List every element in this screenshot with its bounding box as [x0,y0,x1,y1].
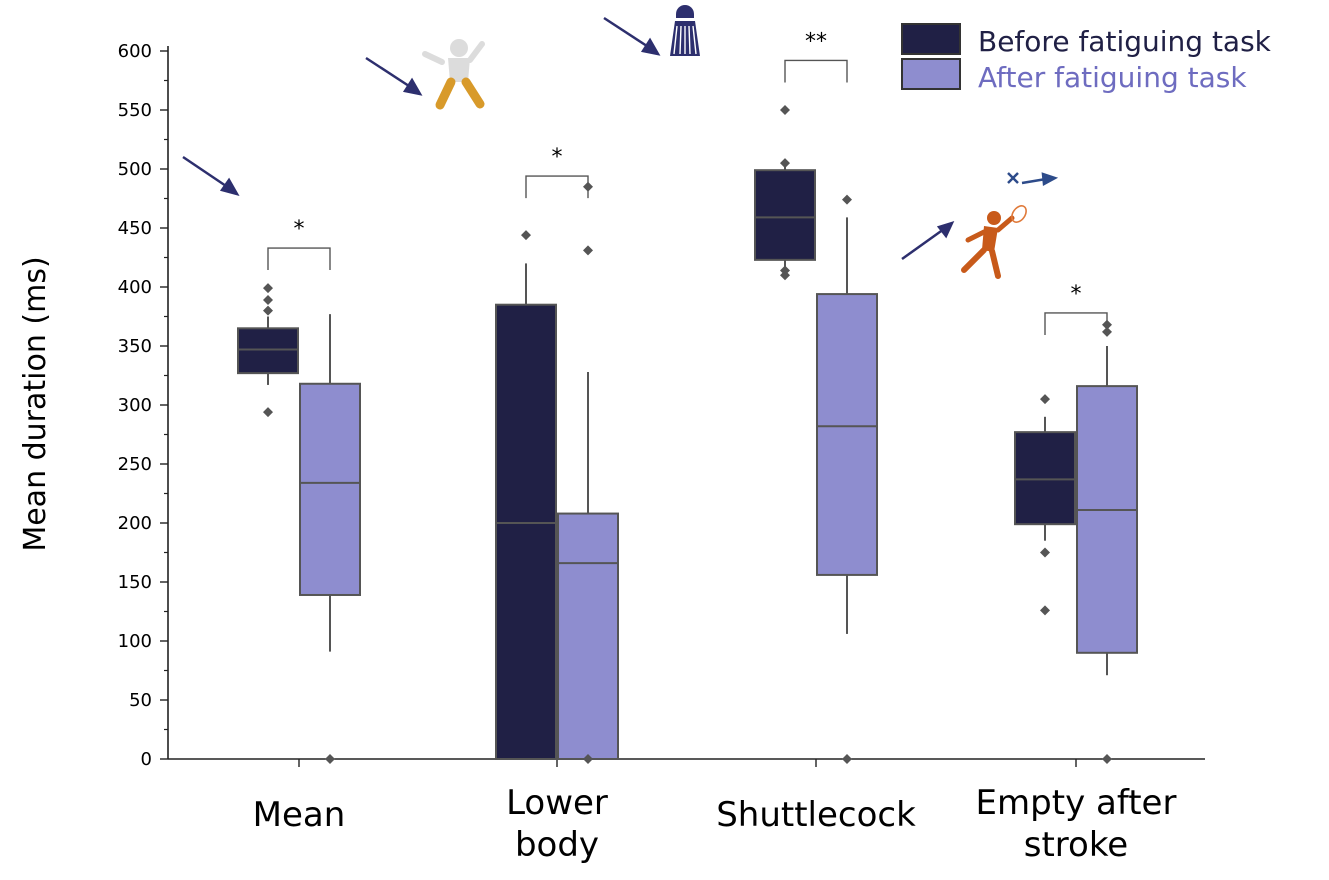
outlier-point [1040,394,1050,405]
category-label-empty-after-stroke: Empty after stroke [976,783,1177,865]
legend-label-after: After fatiguing task [978,61,1247,94]
significance-bracket [784,59,848,83]
move-arrow-icon [1007,172,1059,186]
significance-markers: ***** [267,29,1108,335]
box [754,169,816,261]
box-group [754,105,816,281]
box [1014,431,1076,526]
significance-label: * [294,217,305,242]
y-tick-label: 300 [118,395,152,416]
box [816,293,878,576]
box [299,382,361,596]
y-tick-label: 450 [118,218,152,239]
y-tick-label: 250 [118,454,152,475]
chart-axes: 0 50 100 150 200 250 300 350 400 450 500 550 600 [118,41,1205,770]
legend-swatch-after [901,58,961,90]
box-group [816,194,878,764]
y-tick-label: 150 [118,572,152,593]
category-label-shuttlecock: Shuttlecock [716,795,916,835]
significance-label: ** [805,29,827,54]
y-tick-label: 400 [118,277,152,298]
y-tick-label: 0 [141,749,152,770]
outlier-point [263,305,273,316]
outlier-point [325,754,335,764]
outlier-point [780,158,790,169]
outlier-point [521,230,531,241]
outlier-point [780,105,790,115]
box-group [237,283,299,418]
arrow-icon [365,56,423,96]
box [557,512,619,760]
significance-bracket [525,175,589,199]
outlier-point [1040,547,1050,558]
box-group [299,314,361,764]
y-tick-label: 100 [118,631,152,652]
category-label-lower-body: Lower body [506,783,608,865]
outlier-point [583,245,593,256]
outlier-point [842,194,852,205]
y-tick-label: 350 [118,336,152,357]
box-group [1076,319,1138,764]
arrow-icon [603,16,661,56]
significance-bracket [1044,312,1108,335]
box-group [557,181,619,764]
significance-label: * [1071,282,1082,307]
outlier-point [780,265,790,276]
outlier-point [1040,605,1050,616]
y-tick-label: 500 [118,159,152,180]
box-group [495,230,557,760]
legend-swatch-before [901,23,961,55]
box [495,303,557,760]
significance-label: * [552,145,563,170]
legend-label-before: Before fatiguing task [978,25,1272,58]
y-axis-title: Mean duration (ms) [18,256,53,551]
outlier-point [263,283,273,294]
outlier-point [263,407,273,418]
shuttlecock-icon [670,5,700,56]
outlier-point [1102,754,1112,764]
category-label-mean: Mean [253,795,346,835]
y-tick-label: 200 [118,513,152,534]
box [237,327,299,375]
outlier-point [263,294,273,305]
y-tick-label: 550 [118,100,152,121]
box [1076,385,1138,654]
y-tick-label: 50 [129,690,152,711]
legend: Before fatiguing task After fatiguing ta… [901,23,1272,94]
category-labels: Mean Lower body Shuttlecock Empty after strok… [253,783,1177,865]
y-tick-label: 600 [118,41,152,62]
outlier-point [583,754,593,764]
player-body-icon [422,39,485,110]
significance-bracket [267,247,331,271]
arrow-icon [182,155,240,196]
box-series [237,105,1138,764]
arrow-icon [901,220,955,261]
outlier-point [842,754,852,764]
box-group [1014,394,1076,616]
racket-player-icon [961,205,1027,279]
